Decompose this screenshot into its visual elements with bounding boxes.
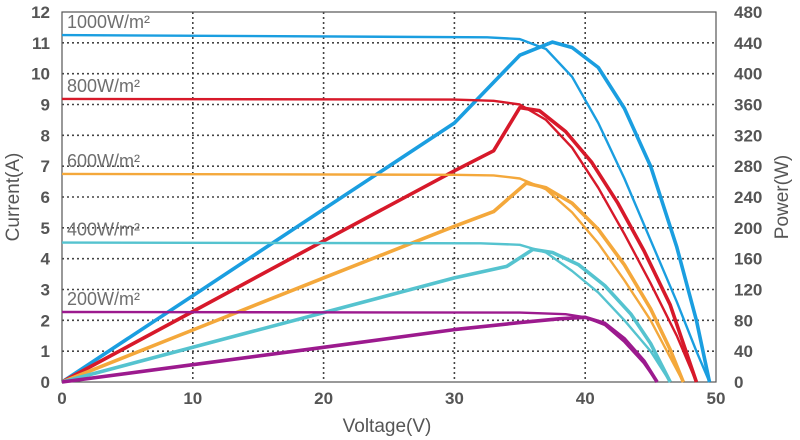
power-curve-4 (61, 315, 659, 384)
y-left-tick-label: 1 (41, 342, 50, 361)
y-right-tick-label: 40 (734, 342, 753, 361)
y-left-tick-label: 9 (41, 96, 50, 115)
y-left-tick-label: 3 (41, 281, 50, 300)
x-tick-label: 30 (445, 389, 464, 408)
iv-curve-2 (61, 172, 685, 383)
series-group (61, 33, 712, 384)
y-right-tick-label: 160 (734, 250, 762, 269)
y-left-tick-label: 0 (41, 373, 50, 392)
tick-labels: 0 10 20 30 40 5001234567891011120408012016020… (31, 3, 762, 408)
y-right-tick-label: 320 (734, 126, 762, 145)
y-left-tick-label: 7 (41, 157, 50, 176)
y-left-axis-title: Current(A) (3, 153, 24, 242)
iv-curve-3 (61, 241, 672, 383)
y-right-tick-label: 400 (734, 65, 762, 84)
grid (62, 12, 716, 382)
y-left-tick-label: 2 (41, 311, 50, 330)
x-tick-label: 0 (57, 389, 66, 408)
plot-frame (61, 11, 717, 383)
y-left-tick-label: 8 (41, 126, 50, 145)
y-left-tick-label: 11 (32, 34, 50, 53)
power-curve-1 (61, 105, 699, 384)
y-right-tick-label: 240 (734, 188, 762, 207)
x-tick-label: 50 (707, 389, 726, 408)
y-left-tick-label: 12 (31, 3, 50, 22)
iv-curve-0 (61, 33, 711, 383)
y-right-tick-label: 480 (734, 3, 762, 22)
x-axis-title: Voltage(V) (343, 416, 432, 437)
y-right-tick-label: 280 (734, 157, 762, 176)
y-right-tick-label: 200 (734, 219, 762, 238)
y-right-tick-label: 120 (734, 281, 762, 300)
power-curve-2 (61, 181, 685, 384)
curve-labels: 1000W/m² 800W/m² 600W/m² 400W/m² 200W/m² (67, 12, 150, 309)
y-right-tick-label: 80 (734, 311, 753, 330)
y-left-tick-label: 5 (41, 219, 50, 238)
curve-label-4: 200W/m² (67, 289, 140, 309)
y-right-tick-label: 440 (734, 34, 762, 53)
power-curve-0 (61, 40, 712, 384)
iv-curve-1 (61, 97, 698, 383)
x-tick-label: 40 (576, 389, 595, 408)
x-tick-label: 10 (183, 389, 202, 408)
y-left-tick-label: 6 (41, 188, 50, 207)
plot-border (61, 11, 717, 383)
y-right-axis-title: Power(W) (772, 155, 793, 239)
power-curve-3 (61, 247, 672, 384)
curve-label-3: 400W/m² (67, 220, 140, 240)
y-left-tick-label: 4 (41, 250, 51, 269)
curve-label-1: 800W/m² (67, 76, 140, 96)
y-right-tick-label: 0 (734, 373, 743, 392)
y-right-tick-label: 360 (734, 96, 762, 115)
curve-label-2: 600W/m² (67, 151, 140, 171)
x-tick-label: 20 (314, 389, 333, 408)
y-left-tick-label: 10 (31, 65, 50, 84)
curve-label-0: 1000W/m² (67, 12, 150, 32)
